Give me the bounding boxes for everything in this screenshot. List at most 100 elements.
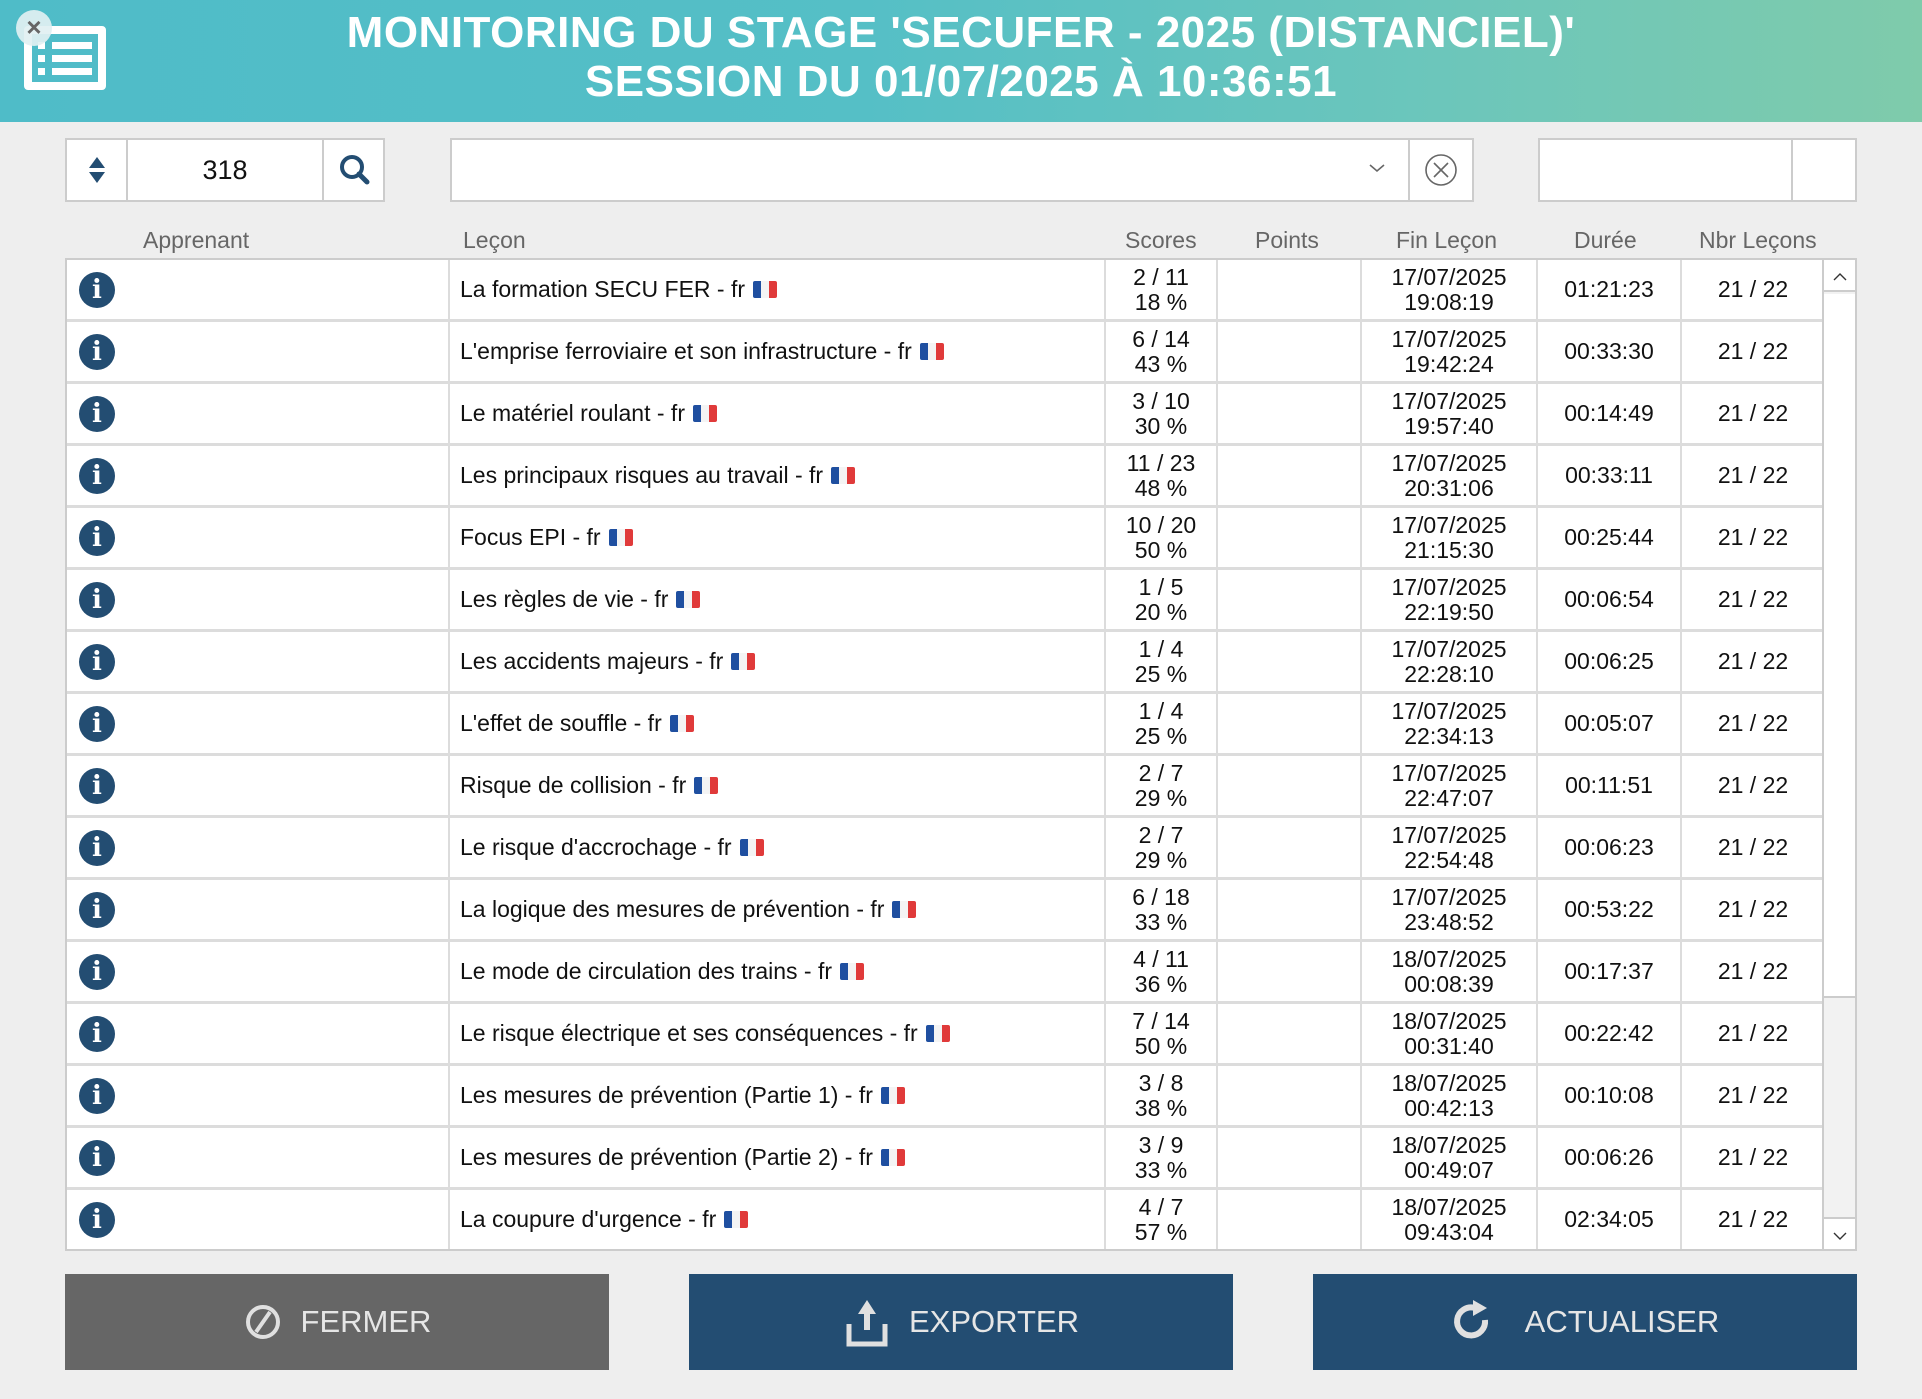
end-time: 19:08:19 bbox=[1404, 288, 1494, 315]
lesson-name: La formation SECU FER - fr bbox=[460, 276, 746, 302]
table-row[interactable]: i Le matériel roulant - fr 3 / 10 30 % 17… bbox=[67, 384, 1824, 446]
duration-cell: 00:05:07 bbox=[1538, 694, 1682, 753]
points-cell bbox=[1218, 384, 1362, 443]
lesson-cell: Focus EPI - fr bbox=[450, 508, 1106, 567]
end-time: 19:57:40 bbox=[1404, 412, 1494, 439]
table-row[interactable]: i Le risque d'accrochage - fr 2 / 7 29 % … bbox=[67, 818, 1824, 880]
score-cell: 11 / 23 48 % bbox=[1106, 446, 1218, 505]
scroll-up-icon[interactable] bbox=[1824, 260, 1855, 292]
secondary-input[interactable] bbox=[1538, 138, 1857, 202]
table-row[interactable]: i L'emprise ferroviaire et son infrastru… bbox=[67, 322, 1824, 384]
apprenant-cell: i bbox=[67, 322, 450, 381]
col-header-apprenant[interactable]: Apprenant bbox=[143, 227, 250, 253]
end-date-cell: 18/07/2025 00:08:39 bbox=[1362, 942, 1538, 1001]
score-value: 10 / 20 bbox=[1125, 511, 1197, 538]
col-header-points[interactable]: Points bbox=[1255, 227, 1319, 253]
end-date: 17/07/2025 bbox=[1391, 883, 1507, 910]
col-header-nbr-lecons[interactable]: Nbr Leçons bbox=[1699, 227, 1817, 253]
score-value: 2 / 11 bbox=[1133, 263, 1189, 290]
end-time: 00:49:07 bbox=[1404, 1156, 1494, 1183]
secondary-input-button[interactable] bbox=[1791, 140, 1855, 200]
duration-cell: 00:11:51 bbox=[1538, 756, 1682, 815]
table-row[interactable]: i Le mode de circulation des trains - fr… bbox=[67, 942, 1824, 1004]
lesson-count-cell: 21 / 22 bbox=[1717, 276, 1789, 302]
table-row[interactable]: i La logique des mesures de prévention -… bbox=[67, 880, 1824, 942]
score-percent: 50 % bbox=[1134, 536, 1188, 563]
lesson-name: L'emprise ferroviaire et son infrastruct… bbox=[460, 338, 912, 364]
col-header-lecon[interactable]: Leçon bbox=[463, 227, 526, 253]
french-flag-icon bbox=[880, 1087, 905, 1104]
sort-arrows-icon[interactable] bbox=[67, 140, 128, 200]
lesson-count-cell: 21 / 22 bbox=[1717, 1082, 1789, 1108]
lesson-name: L'effet de souffle - fr bbox=[460, 710, 662, 736]
clear-circle-x-icon[interactable] bbox=[1408, 140, 1472, 200]
export-button[interactable]: EXPORTER bbox=[689, 1274, 1233, 1370]
info-icon[interactable]: i bbox=[79, 457, 115, 494]
info-icon[interactable]: i bbox=[79, 519, 115, 556]
info-icon[interactable]: i bbox=[79, 705, 115, 742]
french-flag-icon bbox=[669, 715, 694, 732]
info-icon[interactable]: i bbox=[79, 643, 115, 680]
score-value: 7 / 14 bbox=[1132, 1007, 1190, 1034]
table-row[interactable]: i Le risque électrique et ses conséquenc… bbox=[67, 1004, 1824, 1066]
score-percent: 50 % bbox=[1134, 1032, 1188, 1059]
info-icon[interactable]: i bbox=[79, 1201, 115, 1238]
stepper-value-input[interactable]: 318 bbox=[128, 140, 324, 200]
info-icon[interactable]: i bbox=[79, 891, 115, 928]
lesson-name: Les mesures de prévention (Partie 1) - f… bbox=[460, 1082, 873, 1108]
chevron-down-icon[interactable] bbox=[1368, 154, 1386, 180]
lesson-name: Le matériel roulant - fr bbox=[460, 400, 685, 426]
score-percent: 43 % bbox=[1134, 350, 1188, 377]
filter-dropdown[interactable] bbox=[450, 138, 1474, 202]
export-button-label: EXPORTER bbox=[909, 1304, 1079, 1339]
scrollbar-thumb[interactable] bbox=[1824, 294, 1855, 998]
col-header-scores[interactable]: Scores bbox=[1125, 227, 1197, 253]
info-icon[interactable]: i bbox=[79, 1015, 115, 1052]
lesson-count-cell: 21 / 22 bbox=[1717, 896, 1789, 922]
score-cell: 6 / 18 33 % bbox=[1106, 880, 1218, 939]
vertical-scrollbar[interactable] bbox=[1822, 260, 1855, 1249]
score-percent: 29 % bbox=[1134, 784, 1188, 811]
table-row[interactable]: i La coupure d'urgence - fr 4 / 7 57 % 18… bbox=[67, 1190, 1824, 1249]
info-icon[interactable]: i bbox=[79, 1139, 115, 1176]
table-row[interactable]: i Les mesures de prévention (Partie 1) -… bbox=[67, 1066, 1824, 1128]
end-date-cell: 17/07/2025 22:54:48 bbox=[1362, 818, 1538, 877]
table-row[interactable]: i Les règles de vie - fr 1 / 5 20 % 17/07… bbox=[67, 570, 1824, 632]
duration-cell: 00:33:30 bbox=[1538, 322, 1682, 381]
info-icon[interactable]: i bbox=[79, 1077, 115, 1114]
table-row[interactable]: i Les mesures de prévention (Partie 2) -… bbox=[67, 1128, 1824, 1190]
apprenant-cell: i bbox=[67, 632, 450, 691]
end-time: 21:15:30 bbox=[1404, 536, 1494, 563]
lesson-name: Les règles de vie - fr bbox=[460, 586, 669, 612]
duration-cell: 00:06:54 bbox=[1538, 570, 1682, 629]
info-icon[interactable]: i bbox=[79, 395, 115, 432]
end-date-cell: 18/07/2025 00:42:13 bbox=[1362, 1066, 1538, 1125]
french-flag-icon bbox=[753, 281, 778, 298]
table-row[interactable]: i Les principaux risques au travail - fr… bbox=[67, 446, 1824, 508]
end-date-cell: 18/07/2025 09:43:04 bbox=[1362, 1190, 1538, 1249]
lesson-name: La logique des mesures de prévention - f… bbox=[460, 896, 885, 922]
info-icon[interactable]: i bbox=[79, 829, 115, 866]
end-date-cell: 17/07/2025 22:28:10 bbox=[1362, 632, 1538, 691]
info-icon[interactable]: i bbox=[79, 581, 115, 618]
close-icon[interactable]: × bbox=[16, 10, 52, 46]
table-row[interactable]: i Les accidents majeurs - fr 1 / 4 25 % 1… bbox=[67, 632, 1824, 694]
refresh-button[interactable]: ACTUALISER bbox=[1313, 1274, 1857, 1370]
info-icon[interactable]: i bbox=[79, 333, 115, 370]
col-header-duree[interactable]: Durée bbox=[1574, 227, 1637, 253]
table-row[interactable]: i Focus EPI - fr 10 / 20 50 % 17/07/2025 2… bbox=[67, 508, 1824, 570]
lesson-cell: L'effet de souffle - fr bbox=[450, 694, 1106, 753]
info-icon[interactable]: i bbox=[79, 271, 115, 308]
table-row[interactable]: i L'effet de souffle - fr 1 / 4 25 % 17/0… bbox=[67, 694, 1824, 756]
table-row[interactable]: i Risque de collision - fr 2 / 7 29 % 17/… bbox=[67, 756, 1824, 818]
col-header-fin-lecon[interactable]: Fin Leçon bbox=[1396, 227, 1498, 253]
close-button-label: FERMER bbox=[300, 1304, 432, 1339]
points-cell bbox=[1218, 570, 1362, 629]
info-icon[interactable]: i bbox=[79, 767, 115, 804]
info-icon[interactable]: i bbox=[79, 953, 115, 990]
close-button[interactable]: FERMER bbox=[65, 1274, 609, 1370]
search-icon[interactable] bbox=[326, 140, 383, 200]
lesson-cell: Le risque d'accrochage - fr bbox=[450, 818, 1106, 877]
scroll-down-icon[interactable] bbox=[1824, 1217, 1855, 1249]
table-row[interactable]: i La formation SECU FER - fr 2 / 11 18 % … bbox=[67, 260, 1824, 322]
